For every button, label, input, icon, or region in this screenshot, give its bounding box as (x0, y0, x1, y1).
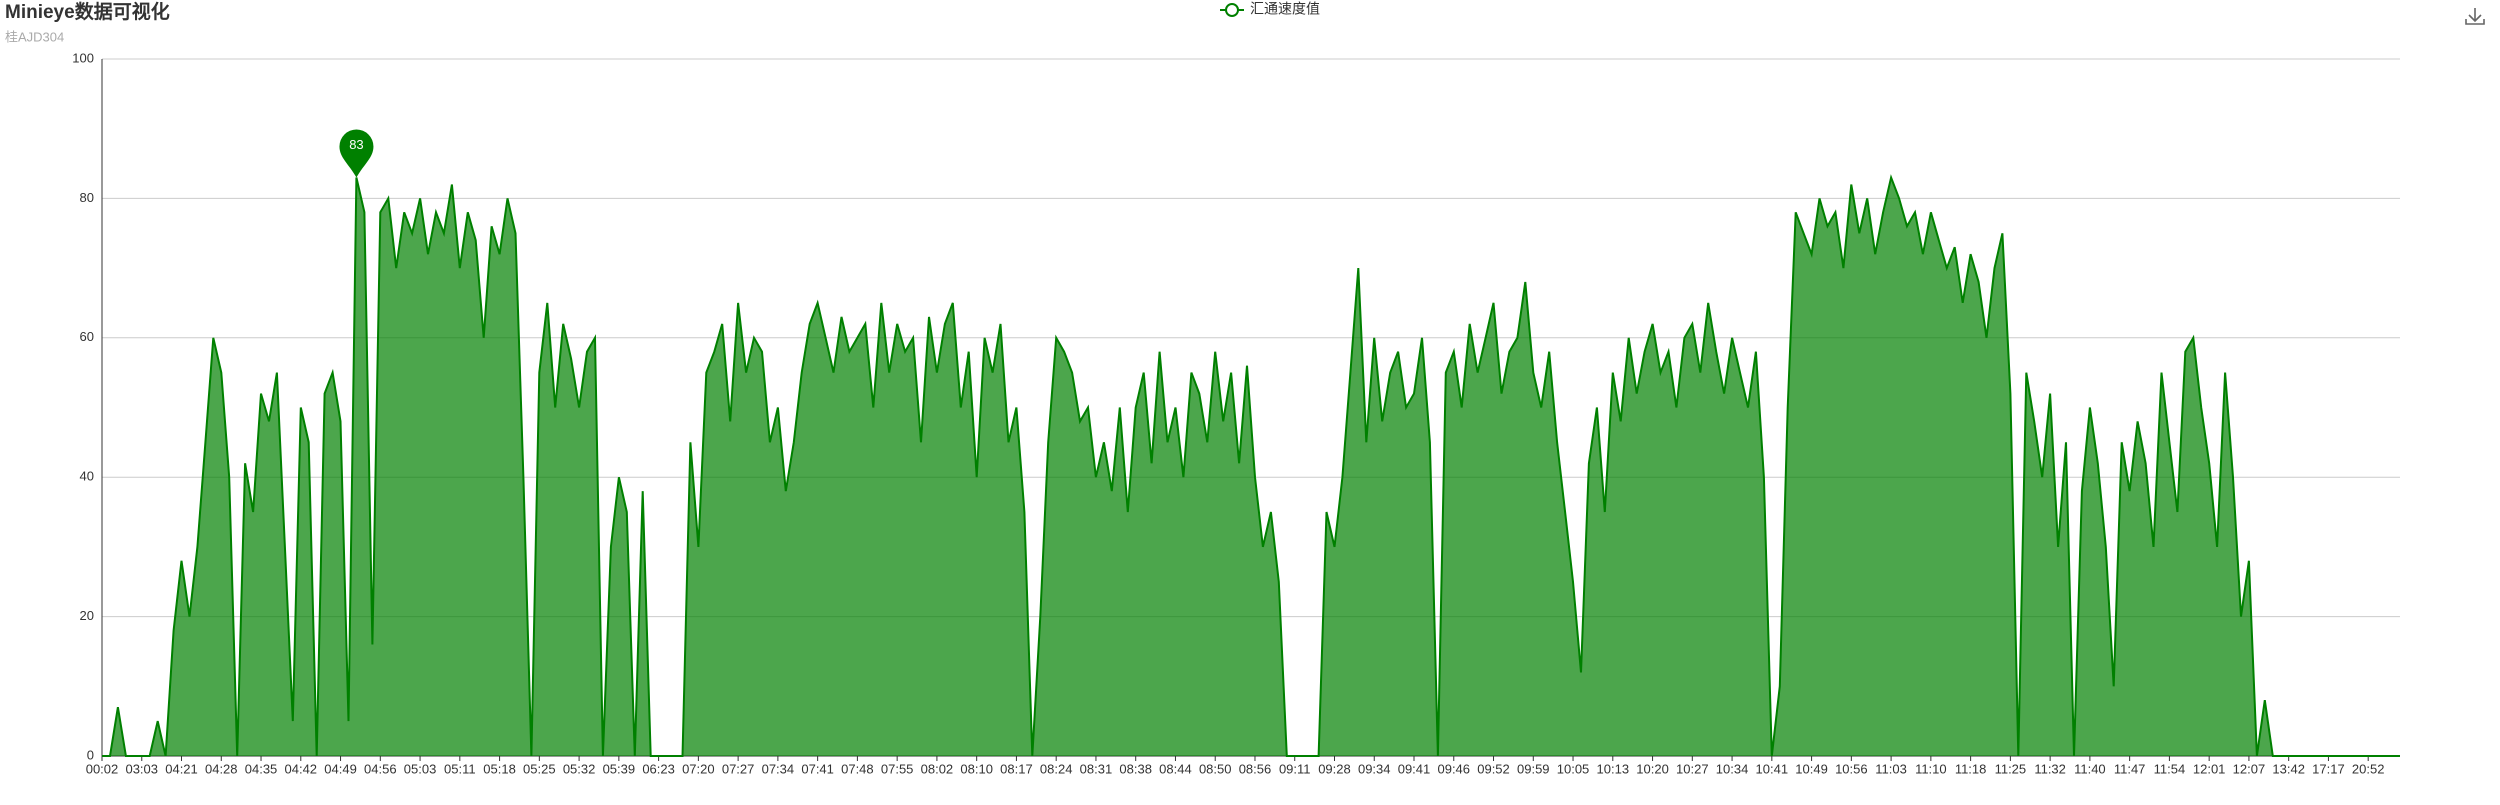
x-tick-label: 09:46 (1437, 761, 1470, 776)
x-tick-label: 05:11 (444, 761, 476, 776)
x-tick-label: 11:10 (1915, 761, 1947, 776)
x-tick-label: 08:50 (1199, 761, 1232, 776)
download-glyph[interactable] (2465, 8, 2485, 25)
x-tick-label: 11:18 (1955, 761, 1987, 776)
x-tick-label: 07:34 (762, 761, 795, 776)
x-tick-label: 07:41 (801, 761, 834, 776)
x-tick-label: 04:56 (364, 761, 397, 776)
max-pin-label: 83 (349, 137, 363, 152)
x-tick-label: 10:34 (1716, 761, 1749, 776)
x-tick-label: 09:11 (1279, 761, 1311, 776)
x-tick-label: 04:49 (324, 761, 357, 776)
y-tick-label: 20 (80, 608, 94, 623)
legend-label: 汇通速度值 (1250, 1, 1320, 17)
x-tick-label: 10:56 (1835, 761, 1868, 776)
x-tick-label: 09:41 (1398, 761, 1431, 776)
x-tick-label: 10:05 (1557, 761, 1590, 776)
x-tick-label: 07:27 (722, 761, 755, 776)
x-tick-label: 13:42 (2272, 761, 2305, 776)
x-tick-label: 11:54 (2154, 761, 2186, 776)
x-tick-label: 08:24 (1040, 761, 1073, 776)
x-tick-label: 04:21 (165, 761, 198, 776)
x-tick-label: 06:23 (642, 761, 675, 776)
x-tick-label: 20:52 (2352, 761, 2385, 776)
x-tick-label: 07:48 (841, 761, 874, 776)
x-tick-label: 07:55 (881, 761, 914, 776)
x-tick-label: 05:32 (563, 761, 596, 776)
x-tick-label: 12:01 (2193, 761, 2226, 776)
x-tick-label: 08:56 (1239, 761, 1272, 776)
download-icon[interactable] (2465, 8, 2485, 25)
x-tick-label: 11:40 (2074, 761, 2106, 776)
x-tick-label: 08:02 (921, 761, 954, 776)
x-tick-label: 09:28 (1318, 761, 1351, 776)
x-tick-label: 08:38 (1119, 761, 1152, 776)
max-pin (339, 129, 374, 178)
area (102, 177, 2400, 756)
x-tick-label: 05:18 (483, 761, 516, 776)
y-tick-label: 40 (80, 469, 94, 484)
x-tick-label: 03:03 (125, 761, 158, 776)
x-tick-label: 10:27 (1676, 761, 1709, 776)
x-tick-label: 05:03 (404, 761, 437, 776)
x-tick-label: 10:41 (1756, 761, 1789, 776)
y-tick-label: 100 (72, 50, 94, 65)
x-tick-label: 11:25 (1995, 761, 2027, 776)
y-tick-label: 60 (80, 329, 94, 344)
x-tick-label: 08:17 (1000, 761, 1033, 776)
x-tick-label: 10:49 (1795, 761, 1828, 776)
chart-subtitle: 桂AJD304 (5, 29, 64, 44)
x-tick-label: 10:13 (1597, 761, 1630, 776)
x-tick-label: 08:31 (1080, 761, 1113, 776)
x-tick-label: 10:20 (1636, 761, 1669, 776)
chart-title: Minieye数据可视化 (5, 0, 170, 23)
x-tick-label: 04:28 (205, 761, 238, 776)
line (102, 174, 2400, 757)
x-tick-label: 09:52 (1477, 761, 1510, 776)
x-tick-label: 11:03 (1875, 761, 1907, 776)
x-tick-label: 00:02 (86, 761, 119, 776)
x-tick-label: 09:34 (1358, 761, 1391, 776)
x-tick-label: 04:35 (245, 761, 278, 776)
y-tick-label: 80 (80, 190, 94, 205)
x-tick-label: 07:20 (682, 761, 715, 776)
x-tick-label: 08:44 (1159, 761, 1192, 776)
y-tick-label: 0 (87, 747, 94, 762)
x-tick-label: 11:32 (2034, 761, 2066, 776)
x-tick-label: 05:39 (603, 761, 636, 776)
x-tick-label: 11:47 (2114, 761, 2146, 776)
x-tick-label: 09:59 (1517, 761, 1550, 776)
x-tick-label: 05:25 (523, 761, 556, 776)
x-tick-label: 17:17 (2312, 761, 2345, 776)
legend-marker (1225, 3, 1239, 17)
x-tick-label: 04:42 (285, 761, 318, 776)
x-tick-label: 08:10 (960, 761, 993, 776)
x-tick-label: 12:07 (2233, 761, 2266, 776)
